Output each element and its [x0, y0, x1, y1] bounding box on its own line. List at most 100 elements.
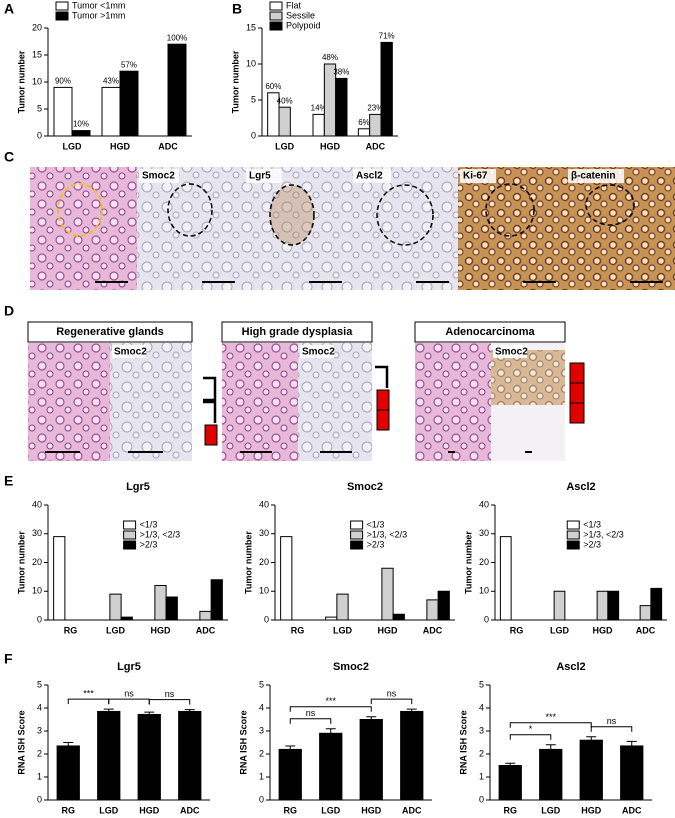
y-tick-label: 0: [264, 614, 269, 624]
panel-letter: F: [4, 651, 13, 667]
chart-title: Ascl2: [566, 481, 595, 493]
title-box: [414, 321, 566, 343]
legend-label: Flat: [286, 0, 302, 10]
legend-swatch: [55, 1, 69, 11]
y-tick-label: 10: [259, 586, 269, 596]
bar: [369, 113, 382, 137]
bar: [336, 593, 349, 621]
share-label: 23%: [367, 104, 383, 113]
depth-indicators: [203, 362, 585, 446]
y-axis-label: RNA ISH Score: [238, 710, 248, 774]
x-tick-label: HGD: [378, 625, 399, 635]
stain-label: Ascl2: [356, 171, 383, 182]
panel-letter: B: [232, 1, 242, 17]
significance-bracket: [590, 726, 633, 732]
bar: [607, 590, 620, 621]
legend-swatch: [566, 520, 580, 530]
y-axis-label: Tumor number: [16, 50, 26, 113]
y-tick-label: 0: [37, 130, 42, 140]
region-outline: [485, 183, 535, 237]
region-outline: [167, 183, 213, 237]
significance-label: ns: [387, 689, 397, 699]
bar: [400, 710, 424, 801]
bar: [53, 536, 66, 621]
error-bar: [184, 709, 195, 714]
panel-c: Smoc2 Lgr5 Ascl2 Ki-67 β-catenin: [30, 167, 675, 290]
y-axis-label: Tumor number: [230, 50, 240, 113]
legend-swatch: [55, 11, 69, 21]
y-axis-label: Tumor number: [243, 531, 253, 594]
x-tick-label: LGD: [106, 625, 125, 635]
bar: [165, 596, 178, 621]
panel-letter: E: [4, 473, 13, 489]
x-tick-label: ADC: [622, 805, 642, 815]
panel-d: Regenerative glands Smoc2 High grade dys…: [27, 321, 585, 461]
legend-label: <1/3: [367, 519, 385, 529]
y-tick-label: 40: [259, 499, 269, 509]
legend-swatch: [350, 540, 364, 550]
histology-image: [222, 343, 298, 461]
y-tick-label: 2: [259, 748, 264, 758]
y-tick-label: 5: [251, 94, 256, 104]
x-tick-label: HGD: [320, 141, 341, 151]
group-title: High grade dysplasia: [242, 326, 354, 338]
stain-label: Lgr5: [249, 171, 271, 182]
histology-image: [458, 167, 566, 290]
y-tick-label: 1: [37, 771, 42, 781]
x-tick-label: LGD: [275, 141, 294, 151]
error-bar: [626, 740, 637, 751]
x-tick-label: ADC: [196, 625, 216, 635]
stain-labels: Smoc2 Lgr5 Ascl2 Ki-67 β-catenin: [139, 169, 624, 183]
legend-swatch: [123, 540, 137, 550]
legend-label: Tumor >1mm: [72, 10, 125, 20]
histology-image: [137, 167, 244, 290]
error-bar: [545, 744, 556, 754]
legend-label: >2/3: [140, 539, 158, 549]
histology-image: [28, 343, 110, 461]
y-axis-label: RNA ISH Score: [16, 710, 26, 774]
bar: [357, 128, 371, 137]
chart-title: Smoc2: [347, 481, 383, 493]
x-tick-label: RG: [510, 625, 524, 635]
significance-label: ns: [165, 689, 175, 699]
significance-label: ***: [325, 696, 336, 706]
bar: [498, 765, 522, 801]
bar: [167, 43, 187, 137]
error-bar: [505, 762, 516, 768]
y-tick-label: 2: [479, 748, 484, 758]
y-axis-label: RNA ISH Score: [458, 710, 468, 774]
bar: [71, 130, 91, 137]
share-label: 43%: [103, 77, 119, 86]
x-tick-label: ADC: [636, 625, 656, 635]
x-tick-label: ADC: [180, 805, 200, 815]
stain-label: Ki-67: [463, 171, 488, 182]
bar: [437, 590, 450, 621]
significance-label: ***: [545, 712, 556, 722]
legend-swatch: [350, 520, 364, 530]
region-outline: [585, 184, 635, 226]
y-tick-label: 15: [246, 22, 256, 32]
histology-image: [298, 343, 372, 461]
x-tick-label: RG: [62, 805, 76, 815]
bar: [109, 593, 122, 621]
x-tick-label: ADC: [158, 141, 178, 151]
share-label: 57%: [121, 60, 137, 69]
x-tick-label: ADC: [366, 141, 386, 151]
bar: [119, 70, 139, 137]
y-tick-label: 30: [32, 528, 42, 538]
share-label: 60%: [265, 82, 281, 91]
significance-label: ns: [306, 708, 316, 718]
error-bar: [586, 736, 597, 744]
bar: [154, 585, 167, 621]
significance-bracket: [108, 698, 150, 705]
bar: [639, 605, 652, 621]
bar: [380, 41, 393, 137]
share-label: 38%: [333, 68, 349, 77]
legend-label: >1/3, <2/3: [140, 529, 181, 539]
bar: [381, 567, 394, 621]
y-tick-label: 2: [37, 748, 42, 758]
y-tick-label: 4: [37, 702, 42, 712]
histology-image: [110, 343, 192, 461]
error-bar: [103, 708, 114, 714]
